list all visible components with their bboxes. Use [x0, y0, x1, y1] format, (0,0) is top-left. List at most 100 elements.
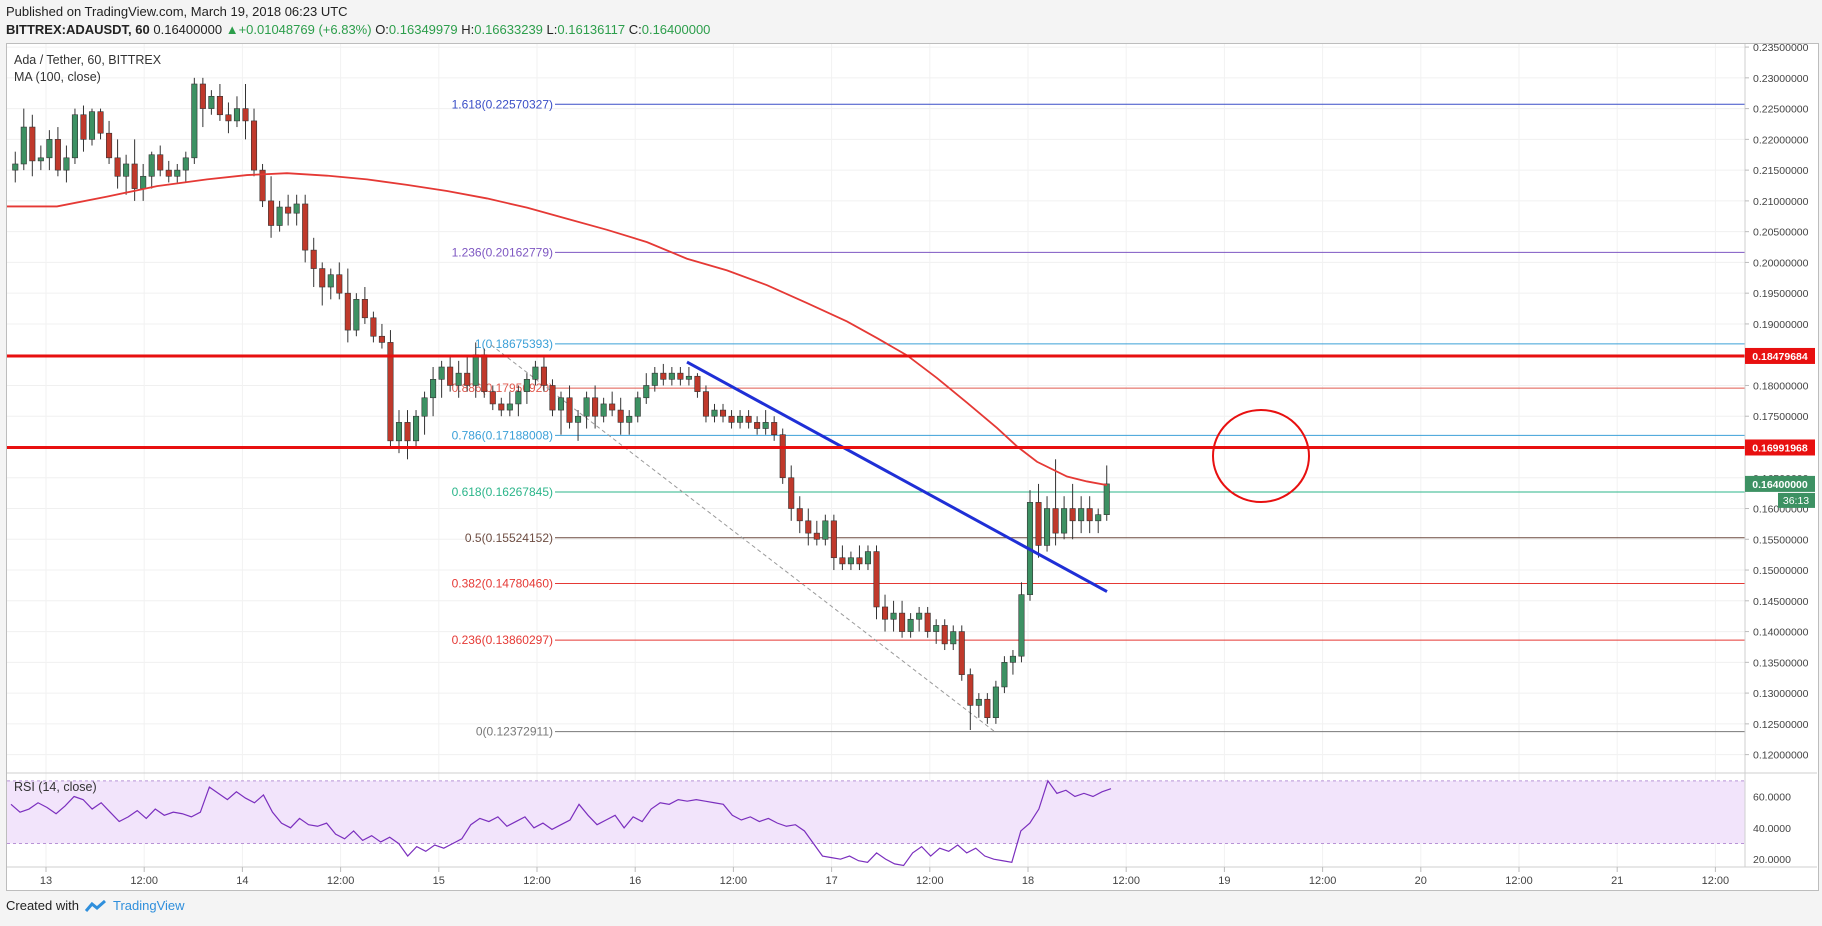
current-price-label: 0.16400000 — [1752, 479, 1808, 491]
fib-label: 0.236(0.13860297) — [452, 633, 553, 647]
x-tick-label: 19 — [1218, 875, 1230, 887]
candle-body — [592, 397, 599, 417]
candle-body — [123, 163, 130, 177]
resistance-price-label: 0.18479684 — [1752, 351, 1808, 363]
high-label: H: — [461, 22, 475, 37]
candle-body — [822, 520, 829, 540]
candle-body — [344, 292, 351, 331]
candle-body — [745, 415, 752, 423]
candle-body — [600, 403, 607, 417]
candle-body — [813, 532, 820, 540]
candle-body — [336, 274, 343, 294]
candle-body — [302, 203, 309, 251]
candle-body — [557, 397, 565, 411]
fib-levels: 1.618(0.22570327) 1.236(0.20162779) 1(0.18… — [452, 97, 1745, 739]
current-price-tag — [1745, 475, 1815, 492]
price-change: +0.01048769 (+6.83%) — [238, 22, 372, 37]
highlight-circle — [1212, 409, 1310, 503]
y-tick-label: 0.15500000 — [1753, 534, 1809, 546]
candle-body — [728, 415, 735, 423]
candle-body — [1009, 655, 1016, 663]
candle-body — [106, 132, 113, 159]
candle-body — [88, 111, 96, 140]
candle-body — [830, 520, 837, 559]
y-tick-label: 0.23500000 — [1753, 42, 1809, 54]
y-tick-label: 0.15000000 — [1753, 565, 1809, 577]
low-value: 0.16136117 — [557, 22, 626, 37]
candle-body — [1018, 594, 1025, 657]
candle-body — [924, 612, 931, 632]
chart-frame[interactable] — [6, 43, 1819, 891]
candle-body — [1001, 662, 1008, 688]
y-tick-label: 0.19000000 — [1753, 319, 1809, 331]
trendline — [686, 360, 1108, 593]
candle-body — [1086, 508, 1093, 522]
fib-projection — [490, 344, 996, 733]
candle-body — [1044, 508, 1051, 546]
candle-body — [899, 612, 906, 632]
candle-body — [353, 299, 360, 331]
resistance-lines — [7, 354, 1745, 449]
candle-body — [12, 163, 19, 171]
fib-label: 0.5(0.15524152) — [465, 531, 553, 545]
close-value: 0.16400000 — [641, 22, 711, 37]
open-label: O: — [375, 22, 389, 37]
candle-body — [387, 342, 394, 442]
candle-body — [916, 612, 923, 620]
candle-body — [779, 434, 786, 479]
candle-body — [489, 391, 496, 405]
candle-body — [327, 274, 334, 288]
candle-body — [668, 372, 675, 380]
y-tick-label: 0.21500000 — [1753, 165, 1809, 177]
candle-body — [788, 477, 795, 509]
candle-body — [711, 409, 718, 417]
y-tick-label: 0.17500000 — [1753, 411, 1809, 423]
price-labels: 0.18479684 0.16991968 0.16400000 36:13 — [1745, 347, 1815, 508]
candle-body — [617, 409, 624, 423]
candle-body — [958, 631, 965, 675]
candle-body — [634, 397, 641, 417]
symbol-label: BITTREX:ADAUSDT, 60 — [6, 22, 150, 37]
x-tick-label: 12:00 — [1112, 875, 1140, 887]
candle-body — [839, 557, 846, 565]
candle-body — [319, 268, 326, 288]
y-tick-label: 0.22500000 — [1753, 104, 1809, 116]
candle-body — [967, 674, 974, 706]
candle-body — [805, 520, 812, 534]
x-tick-label: 17 — [825, 875, 837, 887]
ma-100-line — [7, 172, 1108, 487]
rsi-tick-label: 60.0000 — [1753, 792, 1791, 804]
low-label: L: — [546, 22, 558, 37]
symbol-info: BITTREX:ADAUSDT, 60 0.16400000 ▲+0.01048… — [6, 22, 710, 37]
fib-label: 1(0.18675393) — [475, 337, 553, 351]
candle-body — [131, 163, 138, 189]
candle-body — [378, 335, 385, 343]
candle-body — [233, 108, 240, 122]
y-tick-label: 0.22000000 — [1753, 134, 1809, 146]
candle-body — [523, 379, 530, 392]
candle-body — [293, 203, 300, 214]
x-tick-label: 12:00 — [130, 875, 158, 887]
candle-body — [165, 169, 172, 177]
projection-line — [490, 344, 996, 733]
y-tick-label: 0.12500000 — [1753, 719, 1809, 731]
candle-body — [847, 557, 854, 565]
y-tick-label: 0.14500000 — [1753, 596, 1809, 608]
candle-body — [1061, 508, 1068, 534]
candle-body — [447, 366, 454, 386]
x-tick-label: 12:00 — [1505, 875, 1533, 887]
countdown-tag — [1778, 492, 1815, 508]
candle-body — [140, 175, 147, 189]
candle-body — [933, 625, 940, 632]
header: Published on TradingView.com, March 19, … — [0, 0, 1822, 46]
x-tick-label: 12:00 — [1309, 875, 1337, 887]
candle-body — [481, 354, 488, 392]
candle-body — [455, 372, 462, 386]
x-tick-label: 12:00 — [523, 875, 551, 887]
tradingview-link[interactable]: TradingView — [112, 898, 185, 913]
axes: 0.12000000 0.12500000 0.13000000 0.13500000… — [7, 42, 1817, 887]
candle-body — [46, 139, 53, 159]
candle-body — [882, 606, 889, 620]
candle-body — [515, 391, 522, 405]
